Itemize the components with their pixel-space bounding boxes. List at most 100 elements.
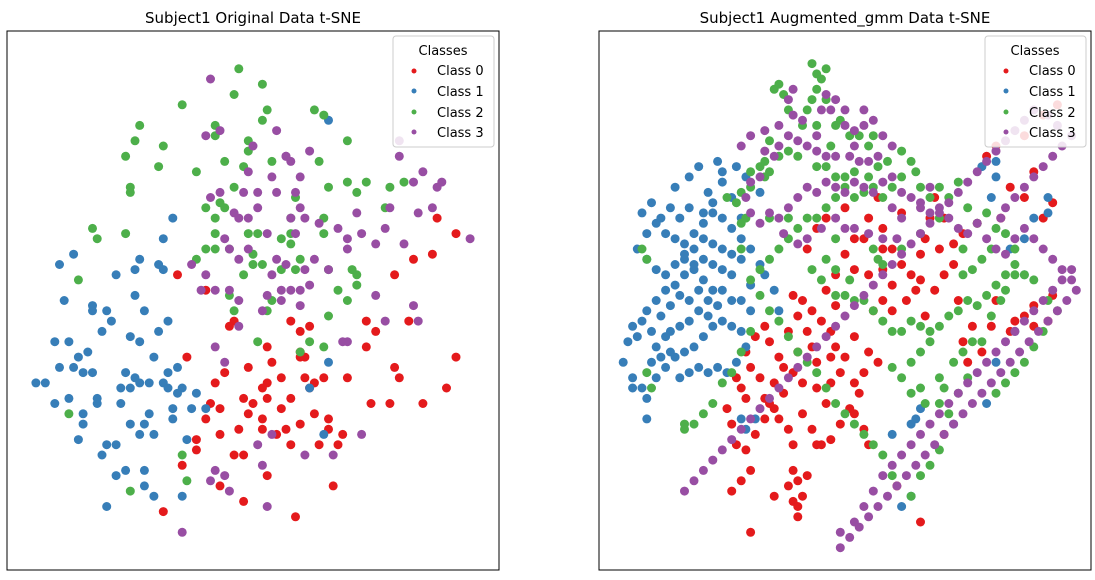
data-point-class-3 — [944, 198, 954, 208]
data-point-class-3 — [295, 285, 305, 295]
data-point-class-1 — [651, 342, 661, 352]
data-point-class-3 — [769, 151, 779, 161]
data-point-class-3 — [972, 167, 982, 177]
data-point-class-2 — [92, 234, 102, 244]
data-point-class-1 — [665, 203, 675, 213]
data-point-class-3 — [253, 187, 263, 197]
data-point-class-2 — [821, 162, 831, 172]
data-point-class-0 — [361, 342, 371, 352]
data-point-class-3 — [1019, 223, 1029, 233]
data-point-class-3 — [816, 105, 826, 115]
data-point-class-3 — [925, 182, 935, 192]
data-point-class-3 — [760, 146, 770, 156]
data-point-class-3 — [262, 502, 272, 511]
data-point-class-1 — [708, 321, 718, 331]
data-point-class-2 — [967, 265, 977, 275]
data-point-class-3 — [996, 213, 1006, 223]
data-point-class-1 — [1019, 234, 1029, 244]
data-point-class-3 — [272, 254, 282, 264]
data-point-class-3 — [878, 131, 888, 141]
legend-marker-class-0 — [411, 68, 417, 74]
data-point-class-0 — [409, 254, 418, 264]
data-point-class-3 — [883, 491, 892, 501]
data-point-class-1 — [149, 352, 159, 362]
data-point-class-1 — [675, 373, 685, 383]
data-point-class-1 — [191, 388, 201, 398]
data-point-class-3 — [210, 285, 220, 295]
data-point-class-0 — [746, 465, 756, 475]
data-point-class-2 — [925, 460, 935, 470]
data-point-class-3 — [892, 481, 902, 491]
data-point-class-2 — [982, 290, 992, 300]
data-point-class-1 — [731, 357, 741, 367]
data-point-class-2 — [821, 203, 831, 213]
data-point-class-3 — [380, 223, 390, 233]
data-point-class-3 — [859, 502, 869, 511]
data-point-class-3 — [300, 265, 310, 275]
data-point-class-2 — [826, 141, 836, 151]
data-point-class-3 — [925, 419, 935, 429]
data-point-class-2 — [906, 388, 916, 398]
data-point-class-0 — [821, 285, 831, 295]
data-point-class-1 — [675, 321, 685, 331]
data-point-class-0 — [286, 393, 296, 403]
data-point-class-0 — [849, 378, 859, 388]
data-point-class-2 — [736, 244, 746, 254]
data-point-class-0 — [760, 321, 770, 331]
data-point-class-2 — [849, 419, 859, 429]
data-point-class-0 — [234, 424, 244, 434]
data-point-class-1 — [736, 326, 746, 336]
data-point-class-1 — [703, 368, 713, 378]
data-point-class-2 — [1019, 357, 1029, 367]
scatter-points — [31, 64, 475, 537]
data-point-class-2 — [897, 146, 907, 156]
data-point-class-3 — [736, 424, 746, 434]
data-point-class-0 — [779, 362, 789, 372]
data-point-class-1 — [623, 337, 633, 347]
data-point-class-2 — [637, 244, 647, 254]
data-point-class-3 — [1067, 275, 1077, 285]
data-point-class-1 — [689, 244, 699, 254]
data-point-class-3 — [812, 146, 822, 156]
data-point-class-3 — [1038, 296, 1048, 305]
data-point-class-0 — [864, 347, 874, 357]
data-point-class-1 — [684, 296, 694, 305]
data-point-class-1 — [64, 393, 74, 403]
data-point-class-0 — [727, 419, 737, 429]
data-point-class-1 — [168, 213, 178, 223]
data-point-class-2 — [812, 213, 822, 223]
data-point-class-0 — [807, 306, 817, 316]
data-point-class-1 — [125, 383, 135, 393]
data-point-class-3 — [897, 249, 907, 259]
data-point-class-3 — [798, 115, 807, 125]
data-point-class-0 — [864, 213, 874, 223]
data-point-class-2 — [821, 383, 831, 393]
data-point-class-0 — [746, 527, 756, 537]
data-point-class-3 — [788, 110, 798, 120]
data-point-class-0 — [248, 399, 258, 408]
data-point-class-2 — [812, 84, 822, 94]
data-point-class-2 — [963, 296, 973, 305]
data-point-class-1 — [731, 162, 741, 172]
data-point-class-2 — [812, 368, 822, 378]
data-point-class-3 — [887, 260, 897, 269]
data-point-class-3 — [887, 172, 897, 182]
data-point-class-0 — [835, 368, 845, 378]
data-point-class-1 — [661, 270, 671, 280]
data-point-class-0 — [793, 311, 803, 321]
data-point-class-3 — [816, 223, 826, 233]
data-point-class-2 — [897, 172, 907, 182]
data-point-class-2 — [267, 156, 277, 166]
data-point-class-2 — [883, 156, 892, 166]
data-point-class-0 — [793, 512, 803, 522]
data-point-class-2 — [916, 321, 925, 331]
data-point-class-3 — [291, 229, 300, 239]
data-point-class-0 — [215, 404, 225, 414]
data-point-class-1 — [111, 471, 121, 481]
data-point-class-0 — [361, 316, 371, 326]
data-point-class-0 — [916, 275, 925, 285]
data-point-class-3 — [234, 254, 244, 264]
legend-label-class-0: Class 0 — [1029, 64, 1076, 79]
data-point-class-1 — [708, 208, 718, 218]
legend-marker-class-0 — [1003, 68, 1009, 74]
